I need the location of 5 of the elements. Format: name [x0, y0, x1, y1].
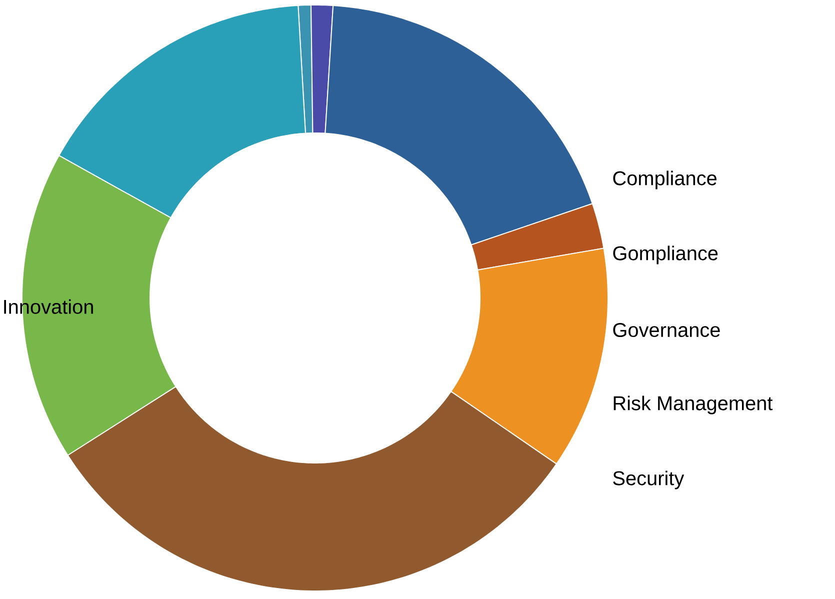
text: Governance	[613, 322, 720, 338]
text: Risk Management	[614, 396, 773, 414]
text: Gompliance	[613, 246, 718, 264]
text: Compliance	[613, 170, 716, 190]
text: Security	[613, 470, 684, 490]
